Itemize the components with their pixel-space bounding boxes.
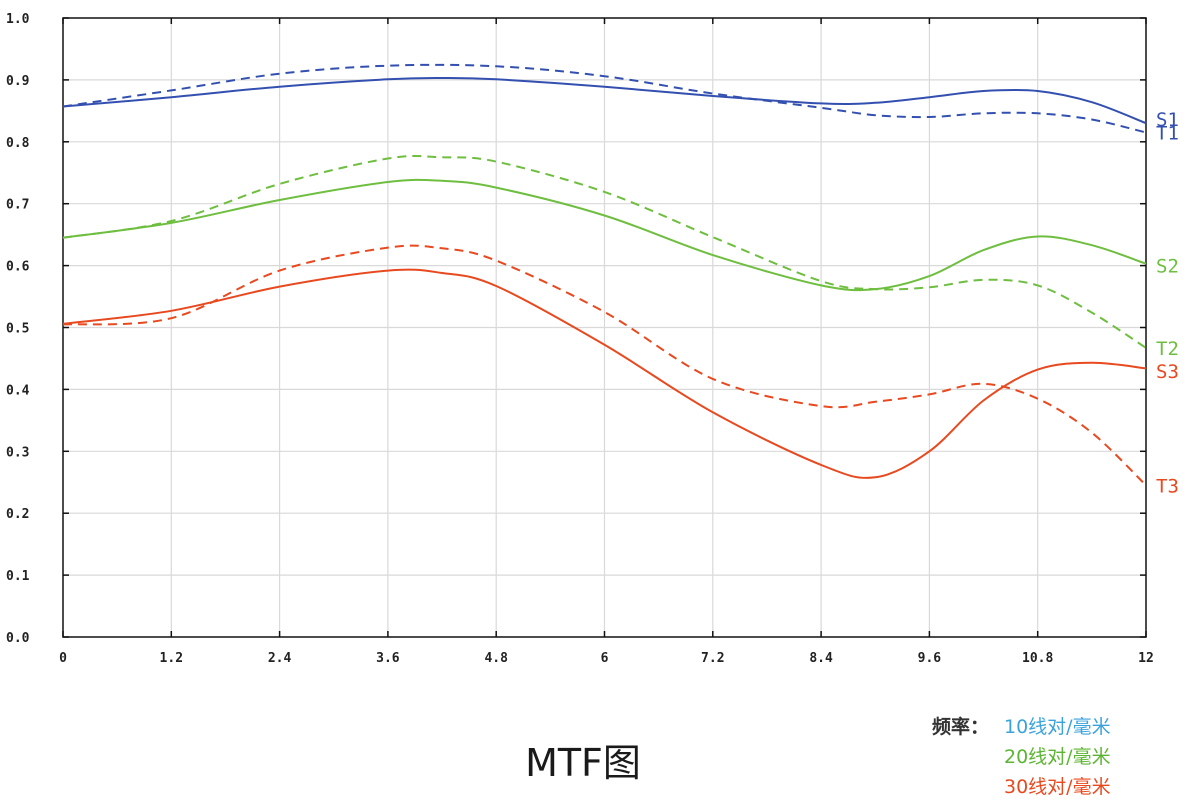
series-label-s1: S1 [1156,109,1179,131]
y-tick-label: 0.1 [6,569,30,584]
legend-row: 20线对/毫米 [932,742,1172,772]
y-tick-label: 0.0 [6,631,30,646]
y-tick-label: 0.9 [6,74,29,89]
axes [62,17,1147,638]
legend-item-30: 30线对/毫米 [1004,776,1111,798]
x-tick-label: 6 [601,651,609,666]
x-tick-label: 8.4 [809,651,833,666]
series-line-t1 [62,63,1147,134]
x-tick-label: 2.4 [268,651,292,666]
series-line-t3 [62,244,1147,487]
legend-title: 频率： [932,716,990,738]
x-tick-label: 3.6 [376,651,400,666]
series-label-s2: S2 [1156,256,1179,278]
series-line-s2 [62,178,1147,292]
frequency-legend: 频率： 10线对/毫米 20线对/毫米 30线对/毫米 [932,712,1172,802]
y-tick-label: 0.2 [6,507,29,522]
mtf-chart: 0 1.2 2.4 3.6 4.8 6 7.2 8.4 9.6 10.8 12 0.0 0.1 0.2 0.… [6,12,1179,666]
series-line-t2 [62,155,1147,349]
tick-labels: 0 1.2 2.4 3.6 4.8 6 7.2 8.4 9.6 10.8 12 0.0 0.1 0.2 0.… [6,12,1154,666]
y-tick-label: 0.7 [6,198,29,213]
y-tick-label: 0.8 [6,136,30,151]
legend-row: 30线对/毫米 [932,772,1172,802]
chart-caption: MTF图 [525,741,641,785]
x-tick-label: 9.6 [918,651,942,666]
y-tick-label: 0.6 [6,260,30,275]
legend-item-10: 10线对/毫米 [1004,716,1111,738]
series-line-s1 [62,76,1147,125]
x-tick-label: 10.8 [1022,651,1053,666]
grid-lines [63,18,1146,637]
series-label-t3: T3 [1156,475,1179,497]
x-tick-label: 0 [59,651,67,666]
legend-row: 频率： 10线对/毫米 [932,712,1172,742]
x-tick-label: 7.2 [701,651,724,666]
y-tick-label: 0.4 [6,383,30,398]
y-tick-label: 0.5 [6,322,29,337]
series-label-s3: S3 [1156,361,1179,383]
x-tick-label: 4.8 [484,651,508,666]
y-tick-label: 0.3 [6,445,29,460]
data-lines [62,63,1147,487]
series-label-t2: T2 [1156,338,1179,360]
legend-item-20: 20线对/毫米 [1004,746,1111,768]
x-tick-label: 1.2 [160,651,183,666]
series-label-t1: T1 [1156,123,1179,145]
x-tick-label: 12 [1138,651,1154,666]
y-tick-label: 1.0 [6,12,30,27]
series-line-s3 [62,268,1147,479]
